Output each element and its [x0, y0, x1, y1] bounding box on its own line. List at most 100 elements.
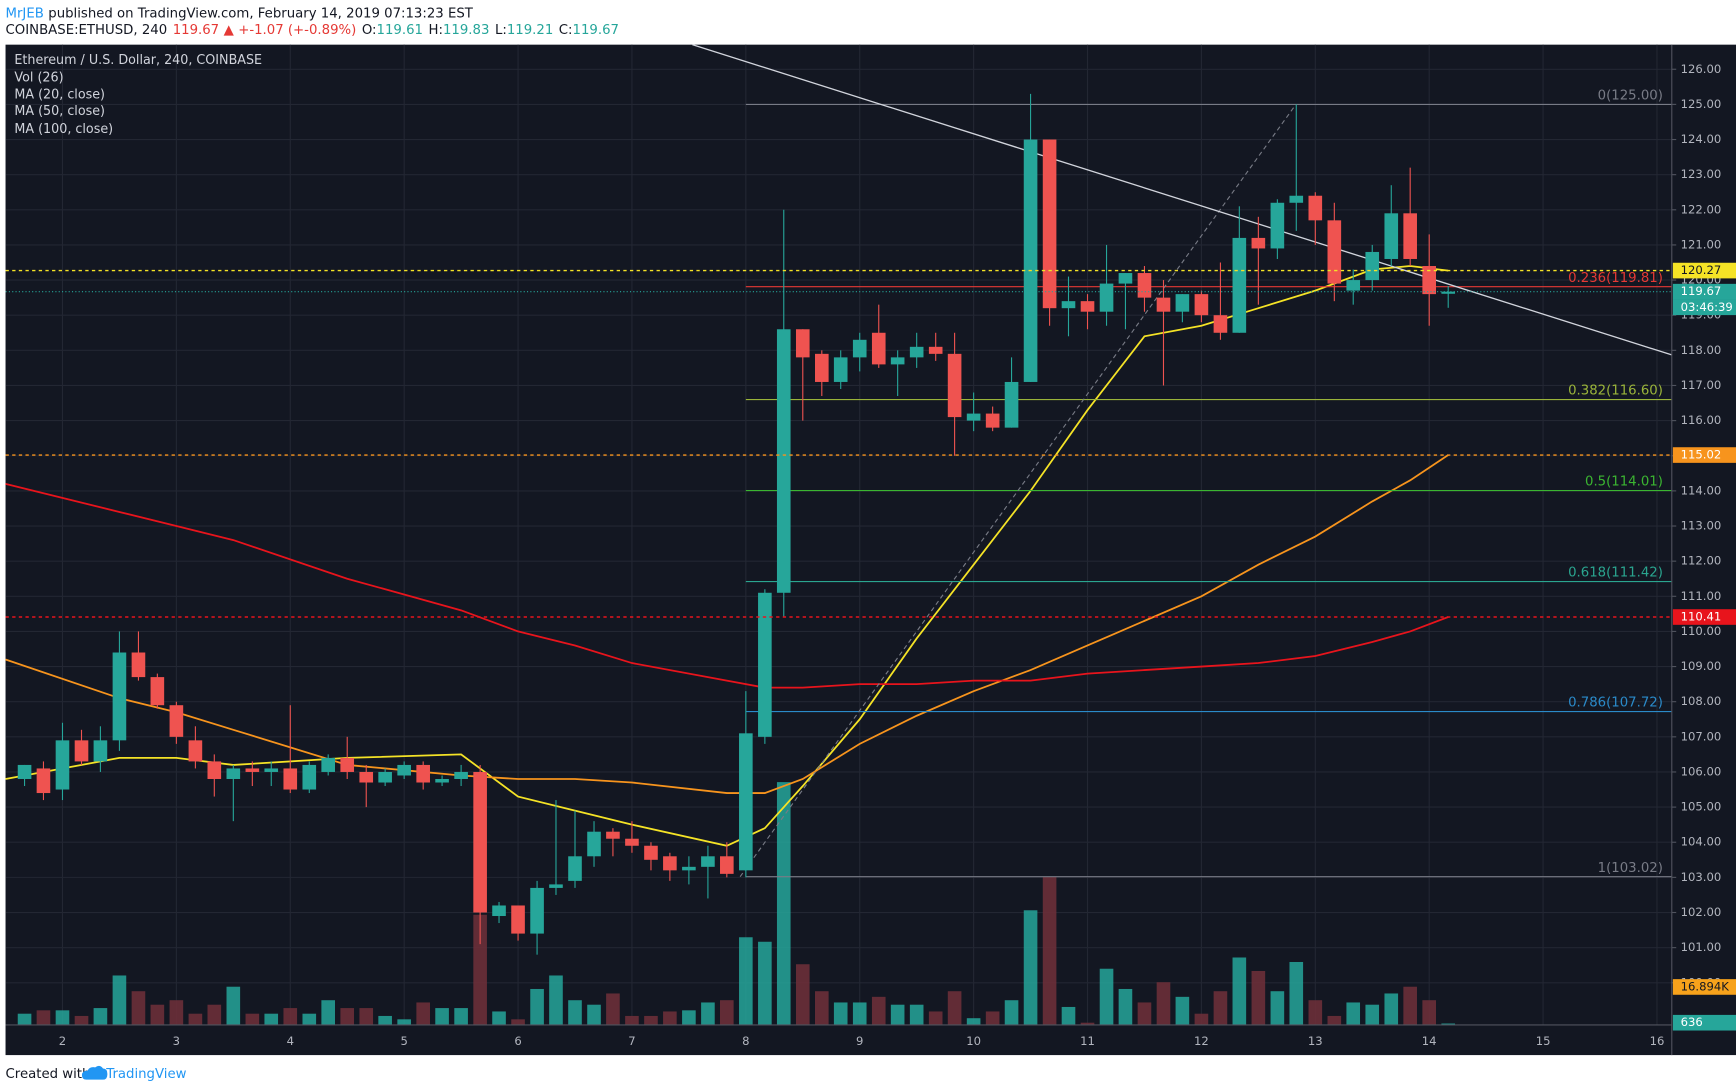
candle-body: [1004, 381, 1019, 428]
x-tick-label: 4: [287, 1034, 294, 1048]
volume-bar: [663, 1011, 677, 1025]
candle-body: [568, 856, 582, 881]
candle-body: [909, 346, 924, 358]
volume-last-box: [1672, 1014, 1736, 1031]
volume-bar: [378, 1015, 392, 1025]
candle-body: [1118, 273, 1133, 284]
ma-price-box: [1672, 609, 1736, 625]
volume-bar: [625, 1015, 639, 1025]
candle-body: [644, 845, 658, 860]
fib-label: 0.786(107.72): [1568, 696, 1663, 711]
volume-ma-box: [1672, 979, 1736, 995]
candle-body: [511, 905, 525, 934]
candle-body: [1327, 220, 1342, 284]
candle-body: [1194, 294, 1209, 316]
volume-bar: [36, 1010, 51, 1025]
volume-bar: [966, 1018, 981, 1025]
x-tick-label: 7: [628, 1034, 635, 1048]
volume-bar: [606, 993, 620, 1025]
author[interactable]: MrJEB: [6, 6, 44, 21]
x-tick-label: 2: [59, 1034, 66, 1048]
volume-bar: [909, 1004, 924, 1025]
volume-bar: [17, 1013, 32, 1025]
candle-body: [207, 761, 222, 779]
countdown-box: [1672, 299, 1736, 316]
candle-body: [606, 831, 620, 839]
candle-body: [1251, 237, 1266, 249]
volume-bar: [1118, 988, 1133, 1025]
candle-body: [1308, 195, 1323, 221]
volume-bar: [511, 1019, 525, 1025]
volume-bar: [1308, 1000, 1323, 1025]
candle-body: [302, 764, 317, 790]
candle-body: [663, 856, 677, 871]
legend-ma: MA (100, close): [14, 122, 113, 137]
volume-bar: [397, 1019, 411, 1025]
x-tick-label: 10: [966, 1034, 981, 1048]
volume-bar: [720, 1000, 734, 1025]
last-price-text: 119.67: [1681, 284, 1722, 298]
candle-body: [435, 778, 449, 783]
volume-bar: [416, 1002, 430, 1025]
y-tick-label: 124.00: [1681, 132, 1722, 146]
volume-bar: [1023, 910, 1038, 1025]
volume-bar: [435, 1008, 449, 1025]
candle-body: [74, 740, 89, 762]
volume-bar: [549, 975, 563, 1025]
fib-label: 0.5(114.01): [1585, 475, 1663, 490]
candle-body: [169, 705, 184, 737]
volume-bar: [890, 1004, 905, 1025]
header-line: MrJEB published on TradingView.com, Febru…: [6, 6, 474, 21]
volume-bar: [473, 914, 487, 1025]
volume-bar: [587, 1004, 601, 1025]
volume-bar: [245, 1013, 260, 1025]
arrow: ▲: [224, 23, 235, 38]
legend-ma: MA (20, close): [14, 87, 105, 102]
candle-body: [1403, 213, 1417, 259]
fib-label: 0.618(111.42): [1568, 566, 1663, 581]
volume-bar: [340, 1008, 355, 1025]
logo-icon[interactable]: [81, 1065, 108, 1080]
candle-body: [340, 757, 355, 772]
candle-body: [530, 887, 544, 934]
legend-title: Ethereum / U.S. Dollar, 240, COINBASE: [14, 53, 262, 68]
candle-body: [264, 768, 279, 772]
candle-body: [776, 329, 791, 593]
volume-bar: [530, 988, 544, 1025]
fib-label: 0(125.00): [1598, 88, 1663, 103]
volume-bar: [1061, 1006, 1076, 1025]
x-tick-label: 11: [1080, 1034, 1095, 1048]
candle-body: [871, 332, 886, 365]
candle-body: [947, 353, 962, 418]
legend-ma: MA (50, close): [14, 104, 105, 119]
volume-bar: [1175, 996, 1190, 1025]
ma-price-text: 115.02: [1681, 448, 1722, 462]
candle-body: [36, 768, 51, 794]
y-tick-label: 109.00: [1681, 659, 1722, 673]
c-value: 119.67: [573, 23, 619, 38]
candle-body: [587, 831, 601, 857]
candle-body: [1289, 195, 1304, 203]
volume-ma-text: 16.894K: [1681, 979, 1730, 993]
candle-body: [378, 771, 392, 783]
candle-body: [93, 740, 108, 762]
volume-bar: [112, 975, 127, 1025]
volume-bar: [454, 1008, 468, 1025]
volume-bar: [1346, 1002, 1361, 1025]
chart-layer: 0(125.00) 0.236(119.81) 0.382(116.60) 0.5(1…: [5, 44, 1672, 1025]
volume-bar: [283, 1008, 298, 1025]
footer-brand[interactable]: TradingView: [105, 1067, 186, 1082]
y-tick-label: 122.00: [1681, 202, 1722, 216]
candle-body: [1175, 294, 1190, 312]
published: published on TradingView.com, February 1…: [48, 6, 473, 21]
candle-body: [625, 838, 639, 846]
volume-bar: [1441, 1023, 1456, 1025]
volume-bar: [1099, 968, 1114, 1025]
y-tick-label: 105.00: [1681, 800, 1722, 814]
y-tick-label: 102.00: [1681, 905, 1722, 919]
ma-price-box: [1672, 447, 1736, 463]
trendline: [692, 44, 1672, 356]
y-tick-label: 106.00: [1681, 764, 1722, 778]
candle-body: [1270, 202, 1285, 249]
x-tick-label: 3: [173, 1034, 180, 1048]
